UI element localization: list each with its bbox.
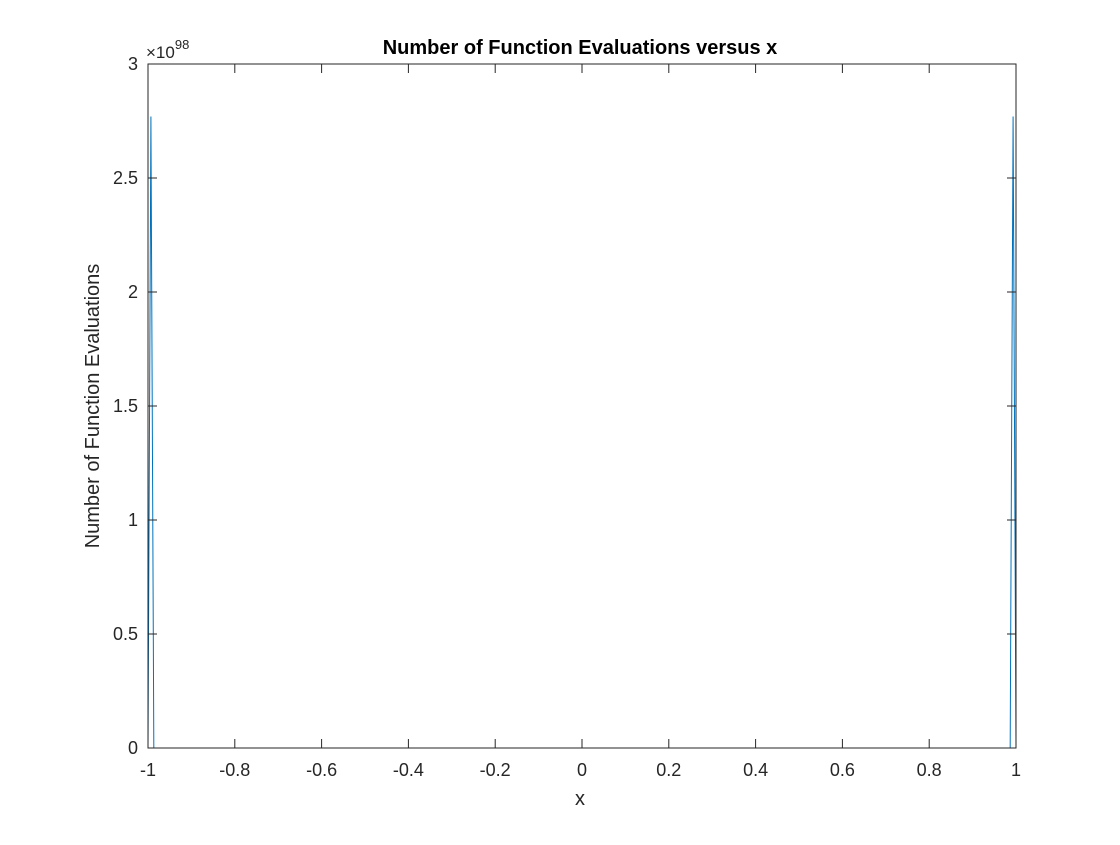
y-ticks: 0 0.5 1 1.5 2 2.5 3 bbox=[113, 54, 1016, 758]
y-tick-label: 2.5 bbox=[113, 168, 138, 188]
y-axis-label: Number of Function Evaluations bbox=[82, 264, 104, 549]
x-tick-label: -1 bbox=[140, 760, 156, 780]
x-tick-label: -0.4 bbox=[393, 760, 424, 780]
x-tick-label: 1 bbox=[1011, 760, 1021, 780]
plot-area-background bbox=[148, 64, 1016, 748]
x-tick-label: -0.2 bbox=[480, 760, 511, 780]
y-exponent-base: ×10 bbox=[146, 43, 175, 62]
y-tick-label: 0 bbox=[128, 738, 138, 758]
x-tick-label: 0.4 bbox=[743, 760, 768, 780]
x-tick-label: 0.2 bbox=[656, 760, 681, 780]
y-exponent-label: ×1098 bbox=[146, 37, 189, 62]
x-tick-label: 0.6 bbox=[830, 760, 855, 780]
y-tick-label: 1 bbox=[128, 510, 138, 530]
y-tick-label: 2 bbox=[128, 282, 138, 302]
y-tick-label: 3 bbox=[128, 54, 138, 74]
y-tick-label: 1.5 bbox=[113, 396, 138, 416]
x-tick-label: -0.6 bbox=[306, 760, 337, 780]
chart-title: Number of Function Evaluations versus x bbox=[383, 37, 778, 59]
x-tick-label: -0.8 bbox=[219, 760, 250, 780]
y-tick-label: 0.5 bbox=[113, 624, 138, 644]
x-tick-label: 0 bbox=[577, 760, 587, 780]
x-tick-label: 0.8 bbox=[917, 760, 942, 780]
x-axis-label: x bbox=[575, 788, 585, 810]
y-exponent-power: 98 bbox=[175, 37, 189, 52]
x-ticks: -1 -0.8 -0.6 -0.4 -0.2 0 0.2 0.4 0.6 0.8 1 bbox=[140, 64, 1021, 780]
